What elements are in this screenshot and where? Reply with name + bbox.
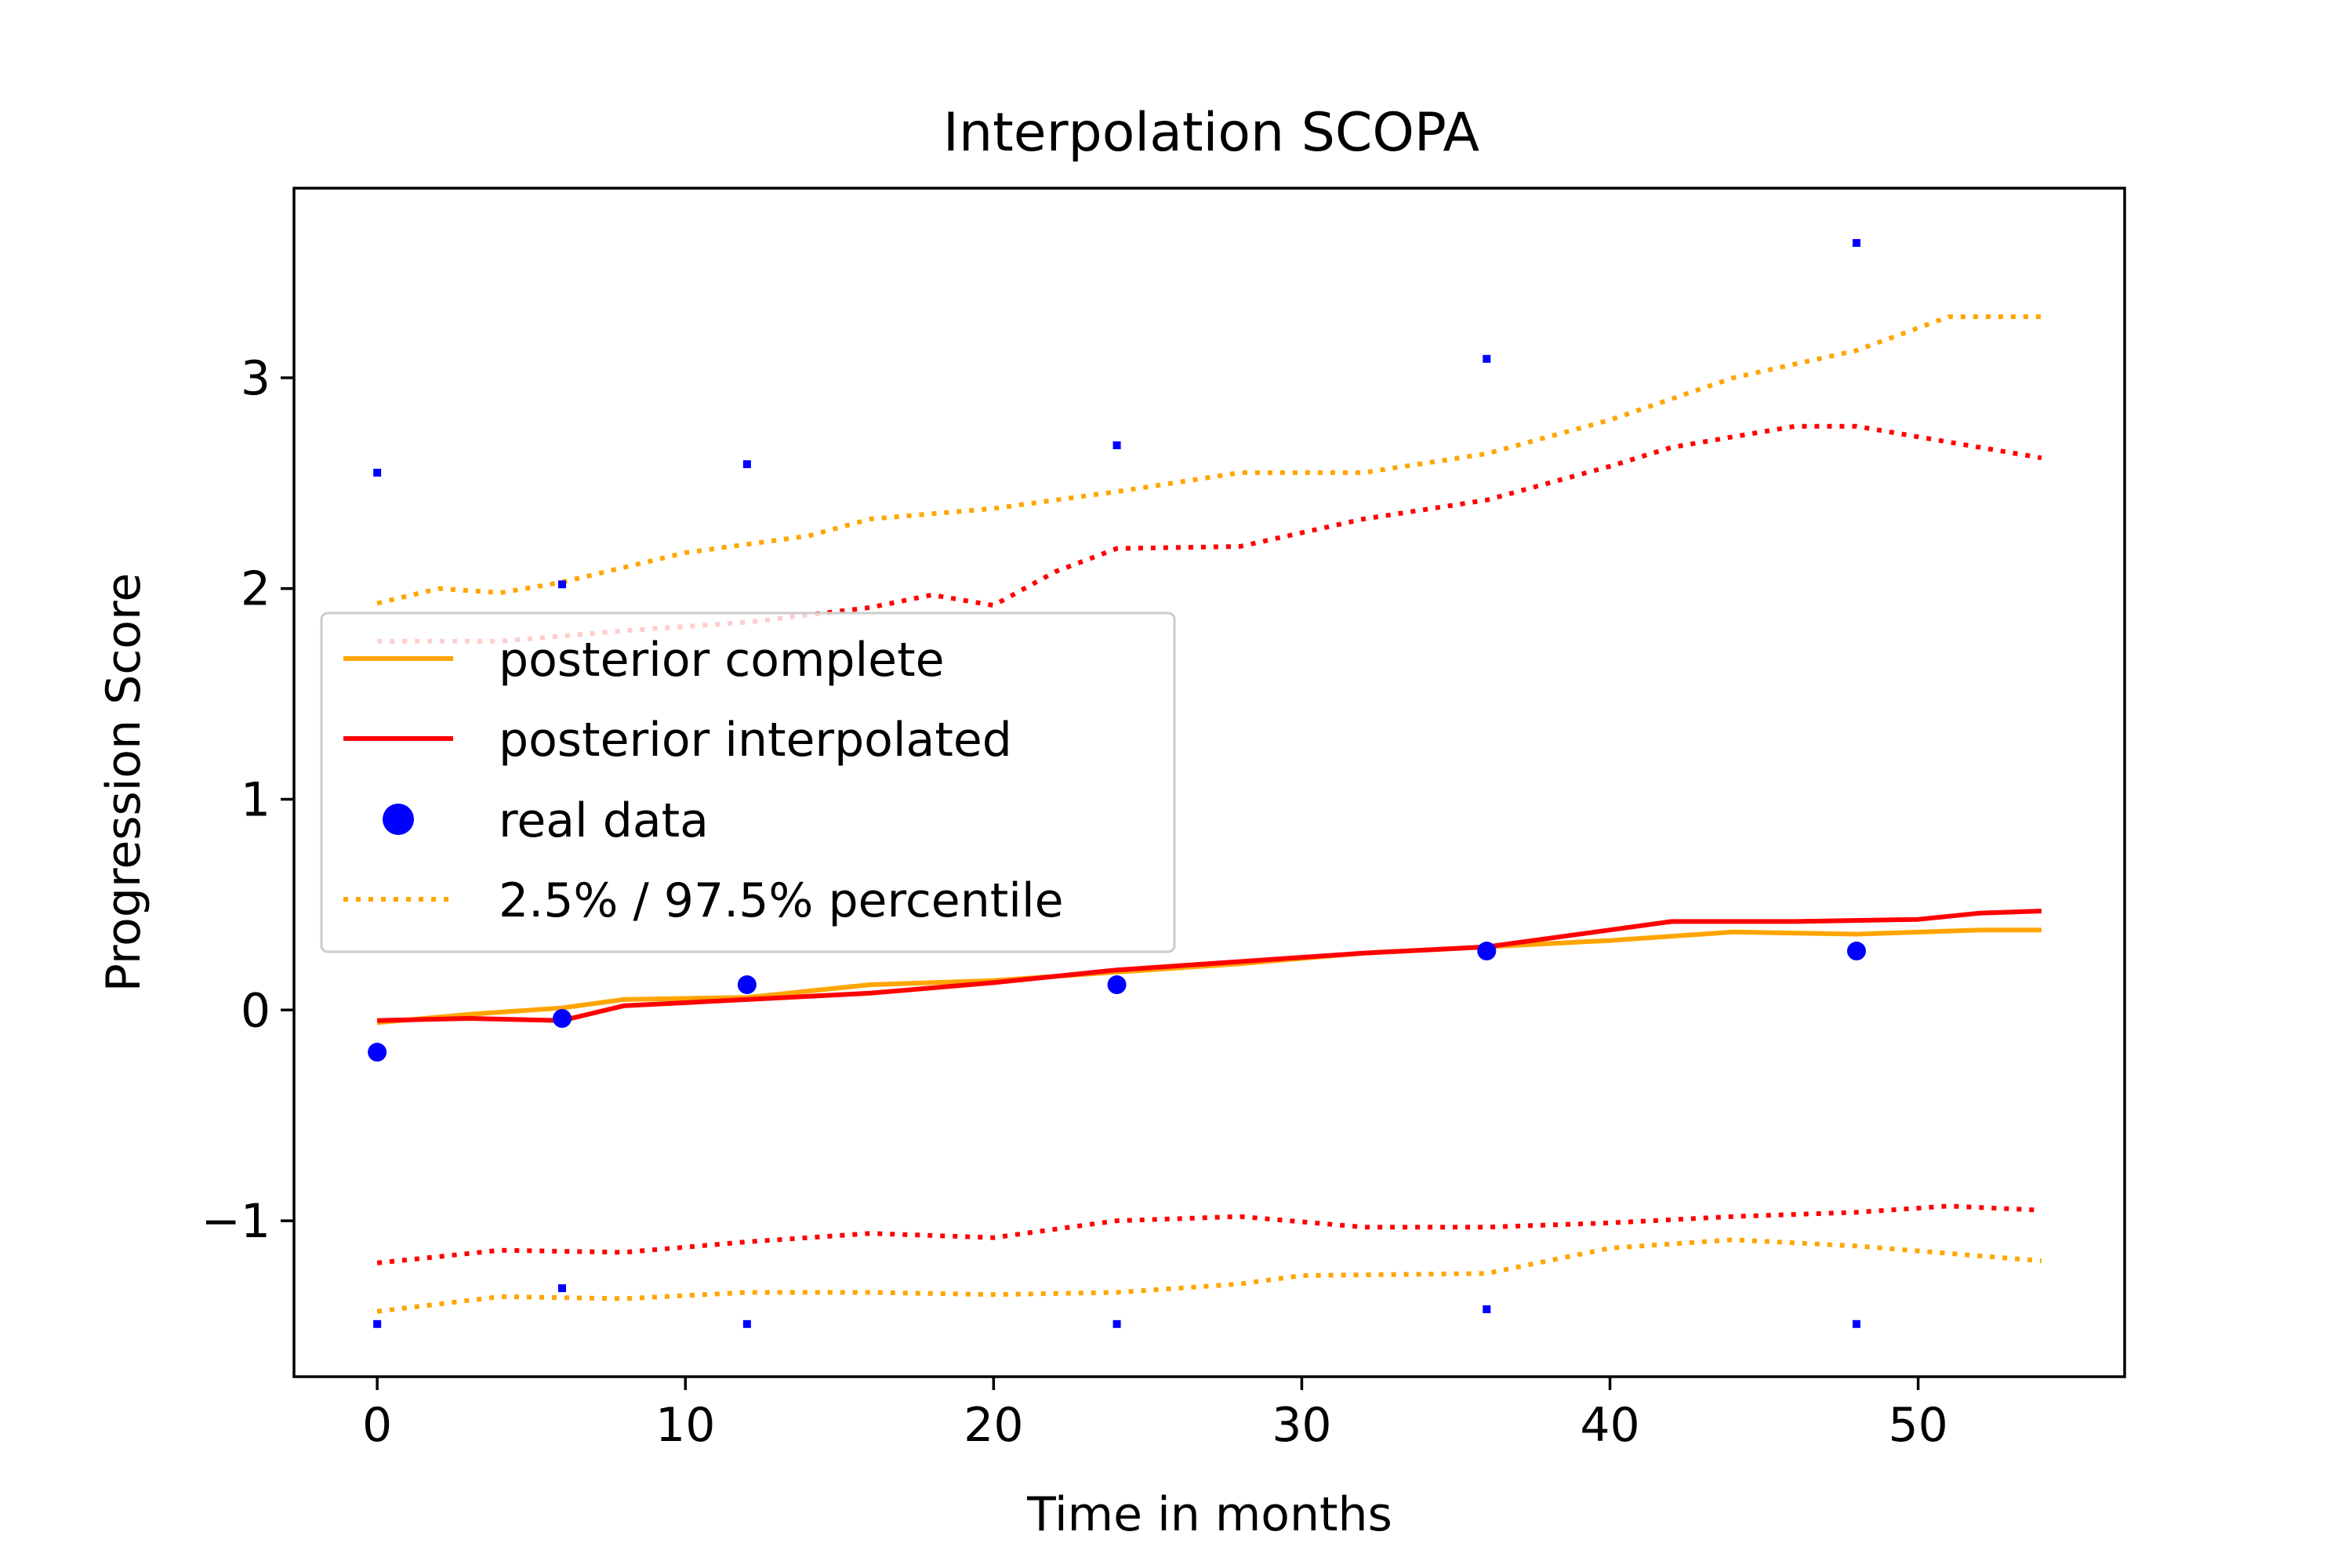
real-data-point <box>1107 975 1127 995</box>
x-tick-label: 30 <box>1272 1398 1331 1453</box>
series-line-2 <box>376 314 2042 606</box>
legend-label-interpolated: posterior interpolated <box>499 713 1012 768</box>
series-line-5 <box>376 1203 2042 1265</box>
real-data-point <box>552 1009 572 1029</box>
chart-title: Interpolation SCOPA <box>943 102 1479 164</box>
bound-point <box>1483 1305 1491 1313</box>
bound-point <box>557 1284 566 1293</box>
bound-point <box>1483 354 1491 363</box>
bound-point <box>557 580 566 589</box>
legend-label-real-data: real data <box>499 793 709 848</box>
bound-point <box>373 1319 382 1328</box>
x-axis-label: Time in months <box>1026 1487 1392 1542</box>
bound-point <box>1853 1319 1861 1328</box>
y-tick-label: 0 <box>241 983 270 1038</box>
series-line-1 <box>377 909 2042 1023</box>
y-tick-label: 2 <box>241 562 270 617</box>
bound-point <box>742 1319 751 1328</box>
legend-label-percentile: 2.5% / 97.5% percentile <box>499 873 1064 928</box>
legend-handle-real-data <box>383 804 414 835</box>
bound-point <box>373 468 382 477</box>
x-tick-label: 50 <box>1888 1398 1947 1453</box>
y-axis-label: Progression Score <box>96 573 151 993</box>
real-data-point <box>1847 942 1867 961</box>
legend-label-complete: posterior complete <box>499 633 945 688</box>
bound-point <box>742 460 751 469</box>
y-tick-label: 1 <box>241 773 270 828</box>
real-data-point <box>1477 942 1497 961</box>
x-tick-label: 10 <box>655 1398 715 1453</box>
real-data-point <box>737 975 757 995</box>
real-data-point <box>368 1043 387 1062</box>
x-tick-label: 40 <box>1580 1398 1639 1453</box>
bound-point <box>1853 238 1861 247</box>
y-tick-label: 3 <box>241 351 270 406</box>
x-tick-label: 0 <box>362 1398 392 1453</box>
bound-point <box>1112 1319 1121 1328</box>
series-line-4 <box>376 1237 2042 1314</box>
axes-frame <box>292 187 2126 1378</box>
axis-ticks: 0 10 20 30 40 50 −1 0 1 2 3 <box>201 351 1948 1453</box>
legend: posterior complete posterior interpolate… <box>320 612 1176 953</box>
bound-point <box>1112 441 1121 449</box>
y-tick-label: −1 <box>201 1194 270 1249</box>
legend-box <box>320 612 1176 953</box>
x-tick-label: 20 <box>964 1398 1023 1453</box>
